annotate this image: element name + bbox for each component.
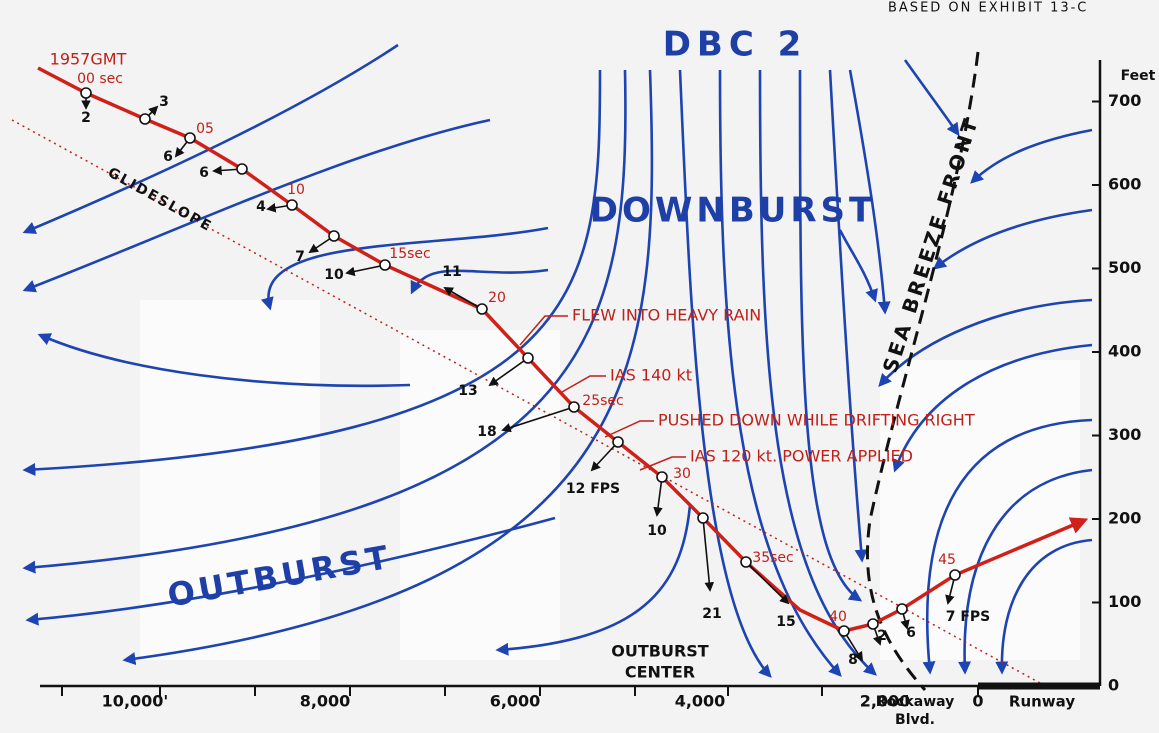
track-point	[613, 437, 623, 447]
y-unit: Feet	[1121, 68, 1156, 84]
wind-vector	[703, 518, 710, 590]
x-tick-label: 8,000	[300, 692, 351, 711]
y-tick-label: 700	[1108, 91, 1141, 110]
road-label: Blvd.	[895, 712, 935, 728]
y-tick-label: 200	[1108, 509, 1141, 528]
track-point	[329, 231, 339, 241]
wind-label: 2	[81, 110, 91, 126]
time-label: 35sec	[752, 550, 793, 566]
wind-vector	[347, 265, 385, 273]
track-point	[140, 114, 150, 124]
leader-line	[605, 421, 654, 437]
wind-label: 4	[256, 199, 266, 215]
wind-label: 11	[442, 264, 461, 280]
leader-line	[562, 376, 606, 392]
y-tick-label: 0	[1108, 676, 1119, 695]
wind-label: 12 FPS	[566, 481, 620, 497]
track-point	[477, 304, 487, 314]
x-tick-label: 6,000	[490, 692, 541, 711]
background	[140, 300, 1080, 660]
sea-breeze-label: SEA BREEZE FRONT	[878, 113, 984, 375]
time-label: 40	[829, 609, 847, 625]
time-label: 25sec	[582, 393, 623, 409]
wind-label: 13	[458, 383, 477, 399]
x-tick-label: 10,000'	[102, 692, 169, 711]
time-label: 15sec	[389, 246, 430, 262]
time-label: 30	[673, 466, 691, 482]
downburst-diagram: BASED ON EXHIBIT 13-C DBC 2	[0, 0, 1159, 733]
wind-label: 8	[848, 652, 858, 668]
header-note: BASED ON EXHIBIT 13-C	[888, 1, 1088, 16]
x-tick-label: 0	[972, 692, 983, 711]
y-tick-label: 400	[1108, 342, 1141, 361]
wind-label: 18	[477, 424, 496, 440]
wind-label: 7 FPS	[946, 609, 991, 625]
y-tick-label: 100	[1108, 592, 1141, 611]
wind-label: 21	[702, 606, 721, 622]
time-label: 05	[196, 121, 214, 137]
track-point	[839, 626, 849, 636]
track-point	[287, 200, 297, 210]
x-tick-label: 4,000	[675, 692, 726, 711]
wind-label: 3	[159, 94, 169, 110]
annotation: IAS 140 kt	[610, 366, 692, 385]
wind-label: 6	[163, 149, 173, 165]
track-point	[523, 353, 533, 363]
wind-label: 2	[877, 628, 887, 644]
wind-label: 6	[906, 625, 916, 641]
time-label: 20	[488, 290, 506, 306]
runway-label: Runway	[1009, 693, 1075, 711]
wind-vector	[445, 288, 482, 309]
outburst-center-label: CENTER	[625, 663, 695, 682]
y-tick-label: 500	[1108, 258, 1141, 277]
time-label: 00 sec	[77, 71, 123, 87]
start-time: 1957GMT	[50, 50, 127, 69]
wind-label: 6	[199, 165, 209, 181]
annotation: IAS 120 kt. POWER APPLIED	[690, 447, 913, 466]
track-point	[569, 402, 579, 412]
y-tick-label: 600	[1108, 175, 1141, 194]
track-point	[185, 133, 195, 143]
track-point	[868, 619, 878, 629]
track-point	[657, 472, 667, 482]
wind-label: 10	[324, 267, 344, 283]
track-point	[950, 570, 960, 580]
track-point	[897, 604, 907, 614]
annotation: FLEW INTO HEAVY RAIN	[572, 306, 761, 325]
wind-label: 7	[295, 249, 305, 265]
track-point	[81, 88, 91, 98]
outburst-center-label: OUTBURST	[611, 642, 709, 661]
y-tick-label: 300	[1108, 425, 1141, 444]
annotation: PUSHED DOWN WHILE DRIFTING RIGHT	[658, 411, 975, 430]
time-label: 45	[938, 552, 956, 568]
dbc-label: DBC 2	[663, 25, 808, 65]
time-label: 10	[287, 182, 305, 198]
wind-label: 15	[776, 614, 795, 630]
x-tick-label: 2,000	[860, 692, 911, 711]
track-point	[698, 513, 708, 523]
track-point	[237, 164, 247, 174]
wind-label: 10	[647, 523, 667, 539]
track-point	[741, 557, 751, 567]
downburst-label: DOWNBURST	[590, 191, 876, 231]
